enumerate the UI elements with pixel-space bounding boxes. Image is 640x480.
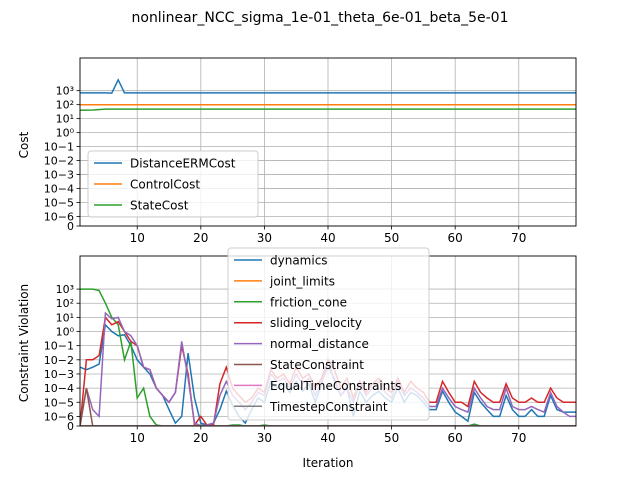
legend-entry: TimestepConstraint	[269, 400, 388, 414]
constraint-violation-subplot: Constraint Violation Iteration 10 20 30 40 5…	[17, 247, 577, 470]
y-tick-label: 10−5	[44, 197, 74, 210]
legend-entry: DistanceERMCost	[130, 157, 236, 171]
y-tick-label: 10³	[56, 85, 74, 98]
series-line-DistanceERMCost	[80, 78, 576, 94]
y-tick-label: 10−4	[44, 382, 74, 395]
x-tick-label: 30	[257, 231, 272, 245]
legend-entry: normal_distance	[270, 337, 369, 351]
legend-entry: joint_limits	[269, 274, 335, 288]
legend-box	[87, 150, 259, 218]
series-line-StateCost	[80, 108, 576, 111]
y-tick-label: 10−6	[44, 410, 74, 423]
x-tick-label: 70	[511, 231, 526, 245]
x-tick-label: 20	[193, 431, 208, 445]
figure-title: nonlinear_NCC_sigma_1e-01_theta_6e-01_be…	[132, 10, 509, 26]
y-tick-label: 10−3	[44, 368, 74, 381]
y-tick-label: 0	[67, 420, 74, 433]
series-line-StateConstraint	[80, 387, 576, 426]
legend-entry: ControlCost	[130, 178, 200, 192]
legend: dynamics joint_limits friction_conesliding…	[227, 247, 430, 421]
y-tick-label: 10−2	[44, 155, 74, 168]
x-tick-label: 60	[448, 231, 463, 245]
y-tick-label: 10−4	[44, 183, 74, 196]
y-tick-label: 10−2	[44, 354, 74, 367]
x-tick-label: 40	[320, 431, 335, 445]
iteration-x-axis-label: Iteration	[303, 456, 354, 470]
x-tick-label: 30	[257, 431, 272, 445]
x-ticks: 10 20 30 40 50 60 70	[130, 426, 526, 445]
y-tick-label: 10−1	[44, 340, 74, 353]
y-tick-label: 10−6	[44, 211, 74, 224]
legend-entry: StateCost	[130, 199, 189, 213]
cost-subplot: Cost 10 20 30 40 50 60 70 010−610−510−410−310−2…	[17, 57, 577, 245]
x-tick-label: 70	[511, 431, 526, 445]
legend-entry: EqualTimeConstraints	[270, 379, 401, 393]
legend-entry: StateConstraint	[270, 358, 364, 372]
x-tick-label: 20	[193, 231, 208, 245]
y-tick-label: 10−5	[44, 396, 74, 409]
y-tick-label: 10−3	[44, 169, 74, 182]
x-tick-label: 10	[130, 431, 145, 445]
y-tick-label: 10²	[56, 297, 74, 310]
y-tick-label: 10¹	[56, 311, 74, 324]
y-tick-label: 10³	[56, 283, 74, 296]
x-ticks: 10 20 30 40 50 60 70	[130, 226, 526, 245]
y-tick-label: 10²	[56, 99, 74, 112]
y-tick-label: 10−1	[44, 141, 74, 154]
x-tick-label: 10	[130, 231, 145, 245]
legend-entry: friction_cone	[270, 295, 347, 309]
y-tick-label: 10⁰	[56, 127, 75, 140]
x-tick-label: 50	[384, 431, 399, 445]
cost-y-axis-label: Cost	[17, 131, 31, 158]
x-tick-label: 60	[448, 431, 463, 445]
x-tick-label: 40	[320, 231, 335, 245]
y-tick-label: 10¹	[56, 113, 74, 126]
y-tick-label: 10⁰	[56, 326, 75, 339]
legend: DistanceERMCost ControlCost StateCost	[87, 150, 259, 218]
legend-entry: sliding_velocity	[270, 316, 362, 330]
legend-box	[227, 247, 430, 421]
series-lines	[80, 78, 576, 111]
y-tick-label: 0	[67, 220, 74, 233]
constraint-y-axis-label: Constraint Violation	[17, 284, 31, 402]
legend-entry: dynamics	[270, 254, 328, 268]
x-tick-label: 50	[384, 231, 399, 245]
